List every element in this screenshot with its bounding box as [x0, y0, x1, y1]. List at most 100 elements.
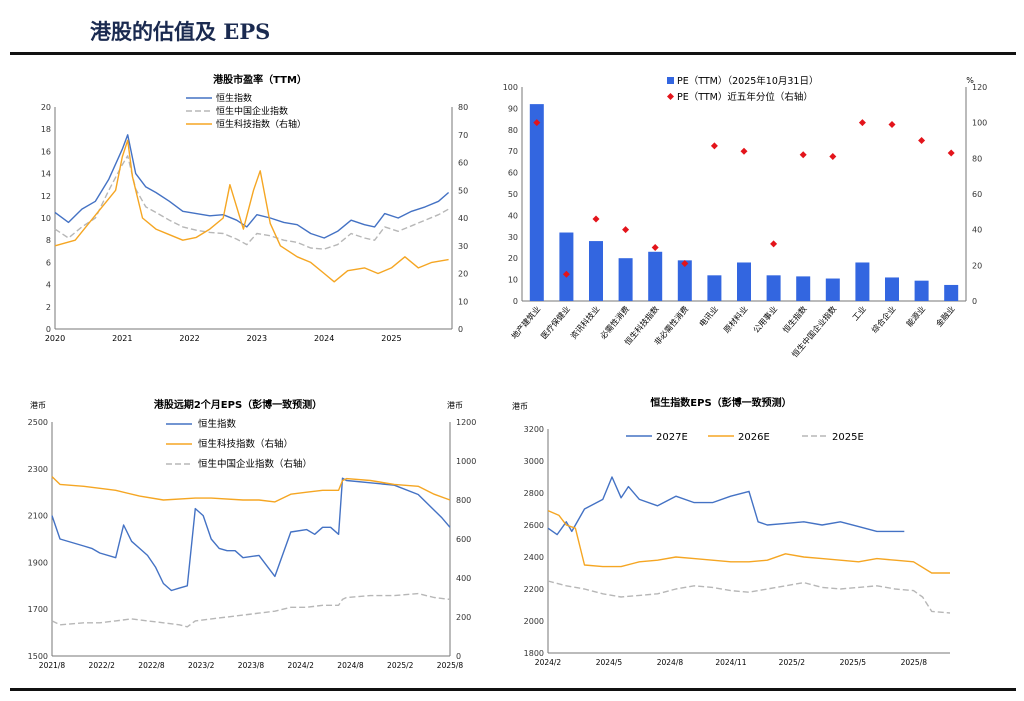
category-label: 金融业: [934, 304, 957, 329]
bar: [766, 275, 781, 301]
series-line: [51, 476, 451, 503]
percentile-point: [592, 215, 600, 223]
bar: [944, 284, 959, 301]
y-left-tick-label: 1500: [28, 652, 48, 661]
y-left-tick-label: 3200: [524, 425, 544, 434]
y-right-tick-label: 120: [972, 83, 987, 92]
y-right-tick-label: 0: [456, 652, 461, 661]
y-left-tick-label: 4: [46, 281, 51, 290]
series-line: [51, 477, 451, 592]
x-tick-label: 2025/2: [779, 658, 806, 667]
x-tick-label: 2023: [247, 334, 267, 343]
bar: [618, 258, 633, 301]
x-tick-label: 2020: [45, 334, 65, 343]
y-left-tick-label: 20: [508, 254, 518, 263]
legend: 2027E 2026E 2025E: [626, 432, 864, 443]
bar: [648, 251, 663, 301]
series-line: [54, 139, 449, 283]
y-left-tick-label: 40: [508, 211, 518, 220]
y-left-tick-label: 2600: [524, 521, 544, 530]
percentile-point: [858, 119, 866, 127]
y-left-tick-label: 18: [41, 125, 51, 134]
bar: [737, 262, 751, 301]
category-label: 地产建筑业: [509, 304, 542, 341]
y-right-tick-label: 0: [972, 297, 977, 306]
percentile-point: [740, 147, 748, 155]
x-tick-label: 2025/8: [437, 661, 464, 670]
x-tick-label: 2024/2: [535, 658, 562, 667]
y-left-tick-label: 100: [503, 83, 518, 92]
category-label: 医疗保健业: [539, 304, 572, 341]
legend-label-hstech: 恒生科技指数（右轴）: [198, 438, 293, 450]
percentile-point: [947, 149, 955, 157]
y-left-tick-label: 14: [41, 170, 51, 179]
y-left-tick-label: 8: [46, 236, 51, 245]
y-right-tick-label: 70: [458, 131, 468, 140]
legend-label-2027e: 2027E: [656, 432, 688, 443]
x-tick-label: 2024/8: [337, 661, 364, 670]
y-left-tick-label: 90: [508, 104, 518, 113]
bar: [914, 280, 929, 301]
y-right-tick-label: 60: [458, 159, 468, 168]
y-left-tick-label: 12: [41, 192, 51, 201]
bottom-rule: [10, 688, 1016, 691]
y-right-tick-label: 20: [972, 261, 982, 270]
bar: [796, 276, 811, 301]
percentile-point: [622, 226, 630, 234]
bar: [559, 232, 574, 301]
percentile-point: [888, 120, 896, 128]
series-line: [547, 476, 905, 536]
legend-label-2026e: 2026E: [738, 432, 770, 443]
y-right-tick-label: 30: [458, 242, 468, 251]
legend: 恒生指数 恒生科技指数（右轴） 恒生中国企业指数（右轴）: [166, 418, 312, 470]
x-tick-label: 2023/8: [238, 661, 265, 670]
y-left-tick-label: 70: [508, 147, 518, 156]
percentile-point: [918, 137, 926, 144]
top-rule: [10, 52, 1016, 55]
legend: 恒生指数 恒生中国企业指数 恒生科技指数（右轴）: [186, 92, 306, 130]
category-label: 能源业: [904, 304, 927, 329]
x-tick-label: 2024/2: [288, 661, 315, 670]
y-left-tick-label: 20: [41, 103, 51, 112]
y-left-tick-label: 16: [41, 147, 51, 156]
percentile-point: [562, 270, 570, 278]
y-right-tick-label: 40: [972, 226, 982, 235]
y-left-tick-label: 2: [46, 303, 51, 312]
bar: [885, 277, 899, 301]
y-right-tick-label: 10: [458, 297, 468, 306]
x-tick-label: 2025: [381, 334, 401, 343]
category-label: 综合企业: [869, 304, 897, 335]
y-left-tick-label: 2300: [28, 465, 48, 474]
y-left-tick-label: 0: [46, 325, 51, 334]
x-tick-label: 2021: [112, 334, 132, 343]
x-tick-label: 2025/2: [387, 661, 414, 670]
y-left-tick-label: 3000: [524, 457, 544, 466]
series-line: [54, 134, 450, 239]
legend-label-2025e: 2025E: [832, 432, 864, 443]
y-left-tick-label: 2200: [524, 585, 544, 594]
y-left-tick-label: 30: [508, 233, 518, 242]
y-right-tick-label: 50: [458, 186, 468, 195]
y-left-tick-label: 80: [508, 126, 518, 135]
right-axis-unit: %: [966, 76, 974, 85]
y-right-tick-label: 100: [972, 119, 987, 128]
bar: [825, 278, 840, 301]
y-right-tick-label: 80: [972, 154, 982, 163]
y-left-tick-label: 10: [41, 214, 51, 223]
legend-label-hstech: 恒生科技指数（右轴）: [216, 118, 306, 130]
bar: [529, 104, 544, 301]
y-left-tick-label: 2400: [524, 553, 544, 562]
legend-label-hscei: 恒生中国企业指数: [216, 105, 288, 117]
percentile-point: [681, 260, 689, 268]
x-tick-label: 2024: [314, 334, 334, 343]
left-axis-unit: 港币: [512, 401, 528, 411]
x-tick-label: 2022: [179, 334, 199, 343]
y-right-tick-label: 40: [458, 214, 468, 223]
series-line: [547, 580, 951, 614]
y-right-tick-label: 20: [458, 270, 468, 279]
legend-label-pe: PE（TTM）（2025年10月31日）: [677, 75, 818, 87]
chart-title: 港股市盈率（TTM）: [213, 73, 307, 86]
category-label: 资讯科技业: [568, 304, 601, 341]
left-axis-unit: 港币: [30, 400, 46, 410]
x-tick-label: 2024/5: [596, 658, 623, 667]
